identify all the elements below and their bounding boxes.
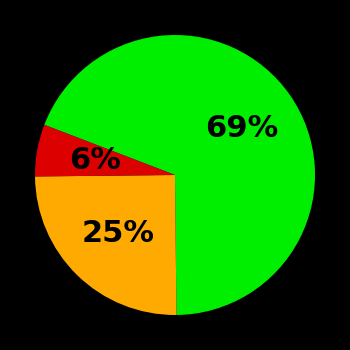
Text: 25%: 25% [82,218,155,247]
Text: 6%: 6% [69,146,121,175]
Wedge shape [44,35,315,315]
Wedge shape [35,125,175,176]
Text: 69%: 69% [205,114,278,143]
Wedge shape [35,175,176,315]
